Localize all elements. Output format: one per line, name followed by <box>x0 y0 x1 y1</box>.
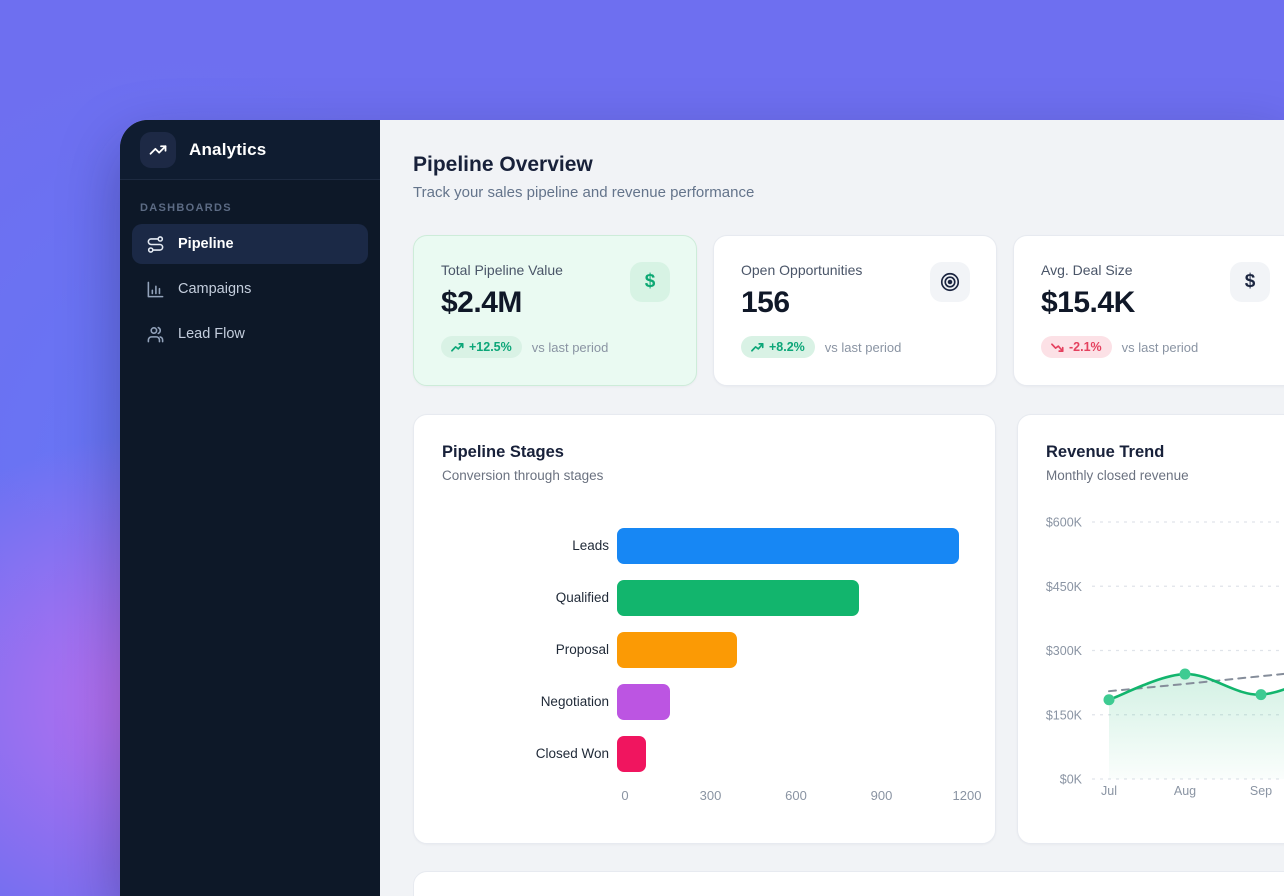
svg-text:$600K: $600K <box>1046 516 1083 530</box>
main-content: Pipeline Overview Track your sales pipel… <box>380 120 1284 896</box>
stat-card-open-opportunities[interactable]: Open Opportunities 156 +8.2% vs last per… <box>713 235 997 386</box>
svg-text:$150K: $150K <box>1046 708 1083 722</box>
app-window: Analytics DASHBOARDS Pipeline Campaigns <box>120 120 1284 896</box>
x-axis-ticks: 0 300 600 900 1200 <box>621 788 982 803</box>
sidebar-header: Analytics <box>120 120 380 180</box>
stat-note: vs last period <box>531 339 609 355</box>
sidebar-item-campaigns[interactable]: Campaigns <box>132 269 368 309</box>
bar-qualified <box>617 580 860 616</box>
trending-up-icon <box>149 141 167 159</box>
bar-row-leads: Leads <box>442 528 967 564</box>
svg-text:$0K: $0K <box>1060 773 1083 787</box>
trend-up-icon <box>751 342 764 352</box>
bar-row-negotiation: Negotiation <box>442 684 967 720</box>
svg-text:$450K: $450K <box>1046 580 1083 594</box>
stat-note: vs last period <box>824 339 902 355</box>
horizontal-bar-chart: Leads Qualified Proposal Negotiation <box>442 528 982 806</box>
stat-label: Total Pipeline Value <box>441 262 563 278</box>
bar-row-qualified: Qualified <box>442 580 967 616</box>
chart-title: Pipeline Stages <box>442 443 564 461</box>
bar-leads <box>617 528 959 564</box>
stat-cards-row: Total Pipeline Value $2.4M +12.5% vs las… <box>413 235 1284 386</box>
delta-badge: +12.5% <box>441 336 522 358</box>
sidebar-nav: Pipeline Campaigns Lead Flow <box>120 224 380 354</box>
svg-text:Sep: Sep <box>1250 784 1272 798</box>
sidebar: Analytics DASHBOARDS Pipeline Campaigns <box>120 120 380 896</box>
app-title: Analytics <box>189 139 267 159</box>
chart-title: Revenue Trend <box>1046 443 1165 461</box>
bar-chart-icon <box>146 280 165 299</box>
svg-text:$300K: $300K <box>1046 644 1083 658</box>
route-icon <box>146 235 165 254</box>
trend-down-icon <box>1051 342 1064 352</box>
revenue-trend-card: Revenue Trend Monthly closed revenue $60… <box>1017 414 1284 844</box>
stat-note: vs last period <box>1121 339 1199 355</box>
chart-subtitle: Conversion through stages <box>442 468 604 483</box>
chart-subtitle: Monthly closed revenue <box>1046 468 1189 483</box>
stat-label: Avg. Deal Size <box>1041 262 1133 278</box>
stat-value: 156 <box>741 286 790 319</box>
bar-row-closed-won: Closed Won <box>442 736 967 772</box>
sidebar-item-lead-flow[interactable]: Lead Flow <box>132 314 368 354</box>
pipeline-stages-card: Pipeline Stages Conversion through stage… <box>413 414 996 844</box>
dollar-icon: $ <box>630 262 670 302</box>
delta-badge: +8.2% <box>741 336 815 358</box>
svg-text:Jul: Jul <box>1101 784 1117 798</box>
dollar-icon: $ <box>1230 262 1270 302</box>
svg-text:Aug: Aug <box>1174 784 1196 798</box>
bar-row-proposal: Proposal <box>442 632 967 668</box>
delta-badge: -2.1% <box>1041 336 1112 358</box>
page-title: Pipeline Overview <box>413 153 593 176</box>
bar-negotiation <box>617 684 670 720</box>
revenue-line-chart: $600K $450K $300K $150K $0K Jul Aug Sep <box>1046 516 1284 798</box>
bottom-card-partial <box>413 871 1284 896</box>
stat-value: $15.4K <box>1041 286 1135 319</box>
bar-label: Qualified <box>555 589 609 605</box>
trend-up-icon <box>451 342 464 352</box>
target-icon <box>930 262 970 302</box>
page-subtitle: Track your sales pipeline and revenue pe… <box>413 184 755 201</box>
bar-label: Leads <box>572 537 609 553</box>
stat-card-avg-deal-size[interactable]: Avg. Deal Size $15.4K -2.1% vs last peri… <box>1013 235 1284 386</box>
app-logo <box>140 131 176 168</box>
users-icon <box>146 325 165 344</box>
sidebar-item-label: Campaigns <box>178 281 252 297</box>
bar-label: Closed Won <box>535 745 609 761</box>
sidebar-section-label: DASHBOARDS <box>140 202 232 214</box>
stat-card-total-pipeline-value[interactable]: Total Pipeline Value $2.4M +12.5% vs las… <box>413 235 697 386</box>
stat-label: Open Opportunities <box>741 262 863 278</box>
sidebar-item-label: Lead Flow <box>178 326 245 342</box>
sidebar-item-pipeline[interactable]: Pipeline <box>132 224 368 264</box>
sidebar-item-label: Pipeline <box>178 236 234 252</box>
bar-closed-won <box>617 736 646 772</box>
stat-value: $2.4M <box>441 286 522 319</box>
bar-proposal <box>617 632 737 668</box>
bar-label: Negotiation <box>540 693 609 709</box>
charts-row: Pipeline Stages Conversion through stage… <box>413 414 1284 844</box>
bar-label: Proposal <box>555 641 609 657</box>
